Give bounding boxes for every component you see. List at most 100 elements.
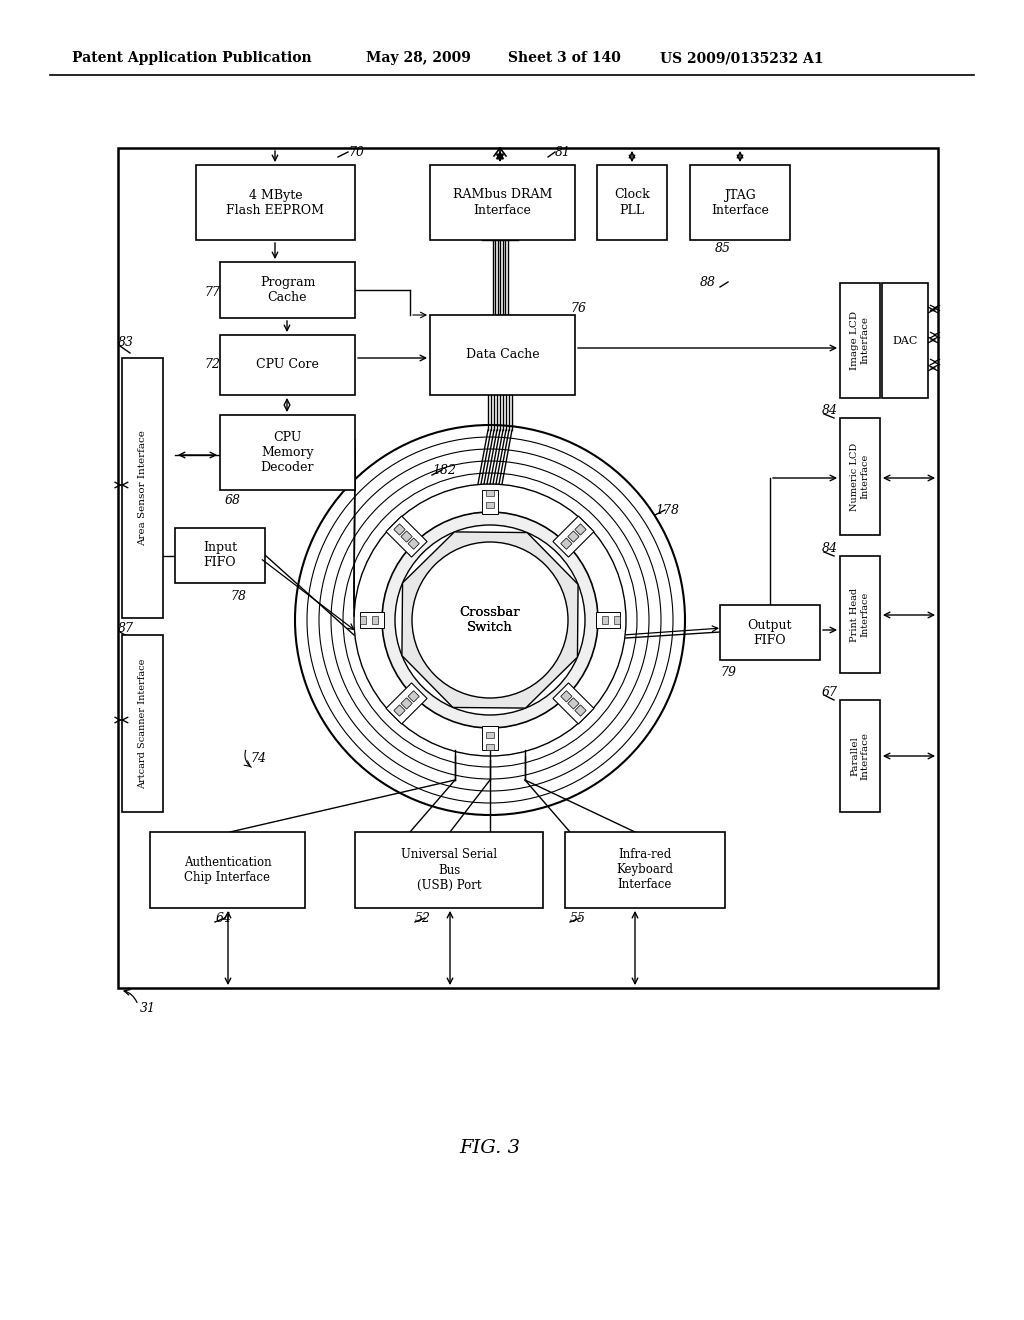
Text: Crossbar
Switch: Crossbar Switch [460, 606, 520, 634]
Polygon shape [386, 516, 427, 557]
Text: Parallel
Interface: Parallel Interface [850, 733, 869, 780]
Text: JTAG
Interface: JTAG Interface [711, 189, 769, 216]
Bar [220, 261, 355, 318]
Polygon shape [574, 524, 586, 535]
Text: Infra-red
Keyboard
Interface: Infra-red Keyboard Interface [616, 849, 674, 891]
Text: 79: 79 [720, 667, 736, 680]
Text: Artcard Scanner Interface: Artcard Scanner Interface [138, 659, 147, 788]
Text: Crossbar
Switch: Crossbar Switch [460, 606, 520, 634]
Polygon shape [482, 726, 498, 750]
Text: Data Cache: Data Cache [466, 348, 540, 362]
Text: 55: 55 [570, 912, 586, 924]
Text: US 2009/0135232 A1: US 2009/0135232 A1 [660, 51, 823, 65]
Text: Image LCD
Interface: Image LCD Interface [850, 312, 869, 370]
Polygon shape [561, 539, 572, 549]
Bar [118, 148, 938, 987]
Bar [840, 282, 880, 399]
Polygon shape [360, 612, 384, 628]
Bar [430, 315, 575, 395]
Polygon shape [614, 616, 620, 624]
Polygon shape [486, 744, 494, 750]
Text: May 28, 2009: May 28, 2009 [366, 51, 471, 65]
Text: Universal Serial
Bus
(USB) Port: Universal Serial Bus (USB) Port [401, 849, 497, 891]
Text: 81: 81 [555, 145, 571, 158]
Circle shape [428, 558, 552, 682]
Text: Numeric LCD
Interface: Numeric LCD Interface [850, 442, 869, 511]
Text: 85: 85 [715, 242, 731, 255]
Bar [840, 700, 880, 812]
Polygon shape [482, 490, 498, 513]
Text: Program
Cache: Program Cache [260, 276, 315, 304]
Text: 84: 84 [822, 541, 838, 554]
Circle shape [412, 543, 568, 698]
Polygon shape [394, 524, 406, 535]
Text: Print Head
Interface: Print Head Interface [850, 587, 869, 642]
Text: FIG. 3: FIG. 3 [460, 1139, 520, 1158]
Text: 76: 76 [570, 301, 586, 314]
Bar [840, 418, 880, 535]
Bar [122, 635, 163, 812]
Text: 84: 84 [822, 404, 838, 417]
Polygon shape [596, 612, 620, 628]
Polygon shape [372, 616, 378, 624]
Text: 178: 178 [655, 503, 679, 516]
Bar [565, 832, 725, 908]
Text: 31: 31 [140, 1002, 156, 1015]
Circle shape [382, 512, 598, 729]
Text: 70: 70 [348, 145, 364, 158]
Text: 67: 67 [822, 685, 838, 698]
Bar [882, 282, 928, 399]
Text: 4 MByte
Flash EEPROM: 4 MByte Flash EEPROM [226, 189, 325, 216]
Polygon shape [401, 531, 413, 543]
Text: 83: 83 [118, 335, 134, 348]
Polygon shape [553, 516, 594, 557]
Polygon shape [408, 690, 419, 702]
Text: 78: 78 [230, 590, 246, 603]
Circle shape [395, 525, 585, 715]
Polygon shape [386, 682, 427, 723]
Bar [150, 832, 305, 908]
Polygon shape [401, 698, 413, 709]
Bar [122, 358, 163, 618]
Bar [690, 165, 790, 240]
Bar [597, 165, 667, 240]
Polygon shape [486, 490, 494, 496]
Bar [430, 165, 575, 240]
Text: 74: 74 [250, 751, 266, 764]
Text: 68: 68 [225, 494, 241, 507]
Polygon shape [394, 705, 406, 717]
Text: 77: 77 [204, 286, 220, 300]
Bar [175, 528, 265, 583]
Polygon shape [401, 532, 579, 708]
Polygon shape [567, 698, 580, 709]
Polygon shape [486, 502, 494, 508]
Polygon shape [408, 539, 419, 549]
Polygon shape [360, 616, 366, 624]
Text: 182: 182 [432, 463, 456, 477]
Text: CPU Core: CPU Core [256, 359, 318, 371]
Text: Patent Application Publication: Patent Application Publication [72, 51, 311, 65]
Bar [355, 832, 543, 908]
Text: Input
FIFO: Input FIFO [203, 541, 238, 569]
Text: 64: 64 [216, 912, 232, 924]
Text: 72: 72 [204, 359, 220, 371]
Bar [220, 414, 355, 490]
Bar [220, 335, 355, 395]
Bar [196, 165, 355, 240]
Polygon shape [567, 531, 580, 543]
Text: Sheet 3 of 140: Sheet 3 of 140 [508, 51, 621, 65]
Text: 88: 88 [700, 276, 716, 289]
Polygon shape [602, 616, 608, 624]
Polygon shape [553, 682, 594, 723]
Bar [840, 556, 880, 673]
Text: Area Sensor Interface: Area Sensor Interface [138, 430, 147, 546]
Text: Output
FIFO: Output FIFO [748, 619, 793, 647]
Text: RAMbus DRAM
Interface: RAMbus DRAM Interface [453, 189, 552, 216]
Polygon shape [561, 690, 572, 702]
Text: CPU
Memory
Decoder: CPU Memory Decoder [261, 432, 314, 474]
Text: Clock
PLL: Clock PLL [614, 189, 650, 216]
Text: 87: 87 [118, 622, 134, 635]
Text: DAC: DAC [892, 335, 918, 346]
Polygon shape [486, 733, 494, 738]
Text: 52: 52 [415, 912, 431, 924]
